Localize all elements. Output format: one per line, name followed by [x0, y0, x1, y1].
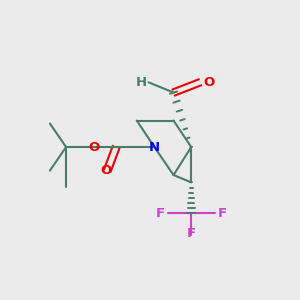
Text: F: F — [187, 227, 196, 240]
Text: O: O — [88, 141, 100, 154]
Text: O: O — [203, 76, 214, 89]
Text: O: O — [100, 164, 112, 177]
Text: N: N — [149, 141, 160, 154]
Text: H: H — [136, 76, 147, 89]
Text: F: F — [156, 207, 165, 220]
Text: F: F — [218, 207, 227, 220]
